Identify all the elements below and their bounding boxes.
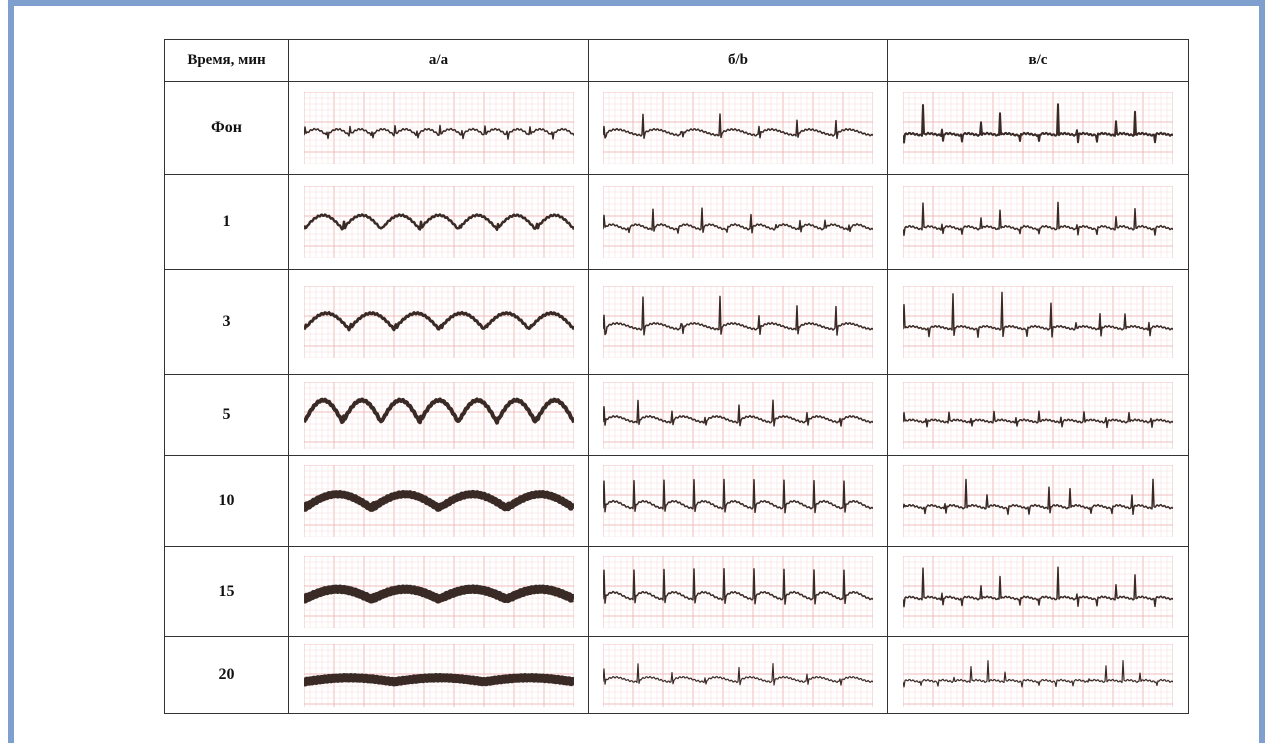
page: Время, мина/aб/bв/c Фон135101520 (() => … <box>0 0 1281 743</box>
ecg-cell <box>289 82 589 175</box>
ecg-cell <box>289 270 589 375</box>
table-row: 20 <box>165 637 1189 714</box>
ecg-cell <box>589 175 888 270</box>
ecg-cell <box>289 547 589 637</box>
column-header: а/a <box>289 40 589 82</box>
ecg-strip <box>903 465 1173 537</box>
ecg-strip <box>903 644 1173 707</box>
ecg-cell <box>888 375 1189 456</box>
time-label: 3 <box>165 270 289 375</box>
table-row: 15 <box>165 547 1189 637</box>
time-label: 5 <box>165 375 289 456</box>
ecg-cell <box>289 375 589 456</box>
table-row: Фон <box>165 82 1189 175</box>
time-label: 1 <box>165 175 289 270</box>
ecg-strip <box>603 186 873 258</box>
ecg-cell <box>589 637 888 714</box>
ecg-strip <box>304 382 574 449</box>
ecg-cell <box>289 175 589 270</box>
ecg-strip <box>304 92 574 164</box>
ecg-cell <box>589 375 888 456</box>
ecg-cell <box>589 270 888 375</box>
ecg-cell <box>289 637 589 714</box>
ecg-strip <box>603 92 873 164</box>
ecg-cell <box>289 456 589 547</box>
ecg-cell <box>589 82 888 175</box>
ecg-strip <box>603 382 873 449</box>
column-header: Время, мин <box>165 40 289 82</box>
ecg-strip <box>903 286 1173 358</box>
ecg-strip <box>304 644 574 707</box>
ecg-strip <box>304 556 574 628</box>
table-row: 1 <box>165 175 1189 270</box>
time-label: 20 <box>165 637 289 714</box>
ecg-strip <box>304 186 574 258</box>
ecg-cell <box>589 456 888 547</box>
time-label: 10 <box>165 456 289 547</box>
table-row: 10 <box>165 456 1189 547</box>
ecg-cell <box>589 547 888 637</box>
ecg-strip <box>304 465 574 537</box>
ecg-strip <box>903 382 1173 449</box>
time-label: Фон <box>165 82 289 175</box>
column-header: в/c <box>888 40 1189 82</box>
table-row: 5 <box>165 375 1189 456</box>
ecg-cell <box>888 547 1189 637</box>
ecg-cell <box>888 175 1189 270</box>
ecg-strip <box>903 92 1173 164</box>
ecg-cell <box>888 82 1189 175</box>
ecg-strip <box>603 286 873 358</box>
ecg-strip <box>903 556 1173 628</box>
ecg-cell <box>888 270 1189 375</box>
column-header: б/b <box>589 40 888 82</box>
ecg-strip <box>903 186 1173 258</box>
ecg-cell <box>888 456 1189 547</box>
table-row: 3 <box>165 270 1189 375</box>
ecg-strip <box>603 644 873 707</box>
time-label: 15 <box>165 547 289 637</box>
ecg-strip <box>603 465 873 537</box>
ecg-strip <box>304 286 574 358</box>
ecg-strip <box>603 556 873 628</box>
ecg-cell <box>888 637 1189 714</box>
